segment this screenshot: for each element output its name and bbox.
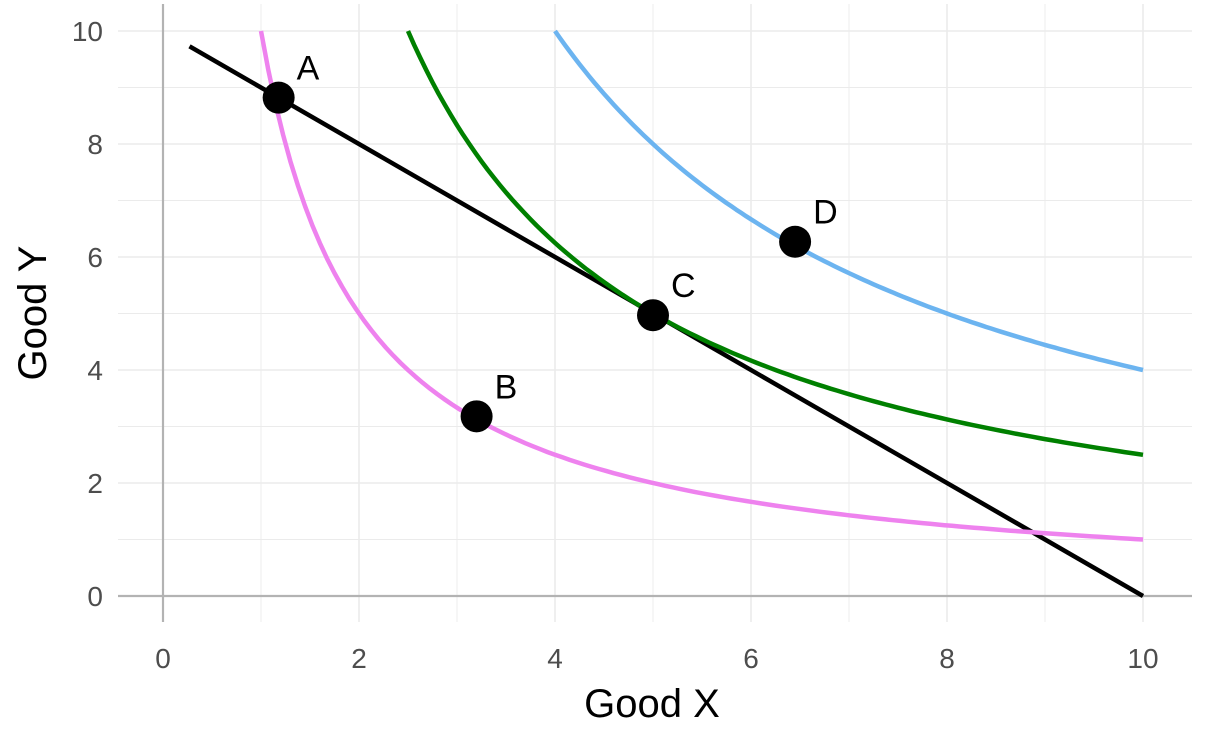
y-axis-title: Good Y	[11, 246, 55, 381]
points-group: A B C D	[262, 50, 838, 433]
axes	[118, 4, 1192, 622]
point-label-c: C	[671, 267, 696, 305]
y-tick-label: 0	[87, 581, 103, 612]
x-tick-label: 2	[351, 643, 367, 674]
point-label-b: B	[495, 368, 518, 406]
y-tick-label: 8	[87, 129, 103, 160]
y-tick-label: 4	[87, 355, 103, 386]
tick-labels: 0 2 4 6 8 10 0 2 4 6 8 10	[72, 16, 1159, 674]
point-b	[460, 400, 493, 433]
point-label-a: A	[297, 50, 320, 88]
point-a	[262, 81, 295, 114]
x-tick-label: 10	[1127, 643, 1158, 674]
y-tick-label: 2	[87, 468, 103, 499]
point-d	[779, 225, 812, 258]
point-c	[637, 299, 669, 332]
indifference-curve-3	[553, 29, 1144, 373]
x-tick-label: 6	[743, 643, 759, 674]
y-tick-label: 10	[72, 16, 103, 47]
x-tick-label: 0	[155, 643, 171, 674]
point-label-d: D	[813, 194, 838, 232]
indifference-curve-2	[405, 30, 1144, 458]
indifference-curve-1	[258, 30, 1144, 542]
x-axis-title: Good X	[584, 682, 720, 726]
y-tick-label: 6	[87, 242, 103, 273]
x-tick-label: 8	[939, 643, 955, 674]
x-tick-label: 4	[547, 643, 563, 674]
